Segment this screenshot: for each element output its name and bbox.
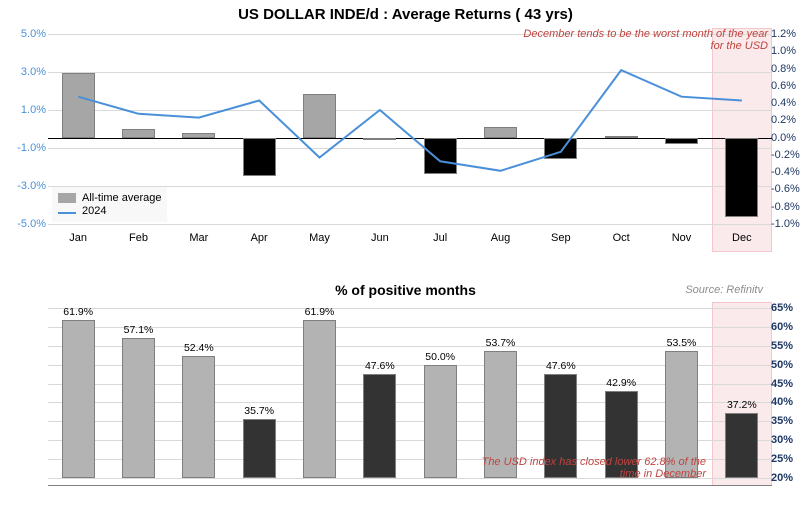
legend-item: 2024 [58,205,161,217]
y-right-tick: 0.8% [771,63,805,75]
bar-value-label: 61.9% [305,306,335,318]
annotation-1: December tends to be the worst month of … [508,28,768,52]
bar-value-label: 52.4% [184,342,214,354]
positive-month-bar [62,320,95,478]
y2-right-tick: 50% [771,359,805,371]
positive-month-bar [725,413,758,478]
y2-right-tick: 55% [771,340,805,352]
y-right-tick: -1.0% [771,218,805,230]
gridline [48,346,772,347]
positive-month-bar [363,374,396,478]
month-label: Oct [613,232,630,244]
y-left-tick: 1.0% [8,104,46,116]
y2-right-tick: 60% [771,321,805,333]
positive-month-bar [424,365,457,478]
bar-value-label: 47.6% [365,360,395,372]
month-label: Sep [551,232,571,244]
y2-right-tick: 45% [771,378,805,390]
y-left-tick: 3.0% [8,66,46,78]
gridline [48,440,772,441]
avg-returns-chart: All-time average2024 December tends to b… [48,28,772,252]
legend-item: All-time average [58,192,161,204]
month-label: Aug [491,232,511,244]
month-label: Dec [732,232,752,244]
positive-month-bar [122,338,155,478]
source-label: Source: Refinitv [685,284,763,296]
month-label: Nov [672,232,692,244]
gridline [48,365,772,366]
y-right-tick: 0.0% [771,132,805,144]
bar-value-label: 50.0% [425,351,455,363]
gridline [48,327,772,328]
bar-value-label: 42.9% [606,377,636,389]
annotation-2: The USD index has closed lower 62.8% of … [466,456,706,480]
y2-right-tick: 25% [771,453,805,465]
y-left-tick: -1.0% [8,142,46,154]
month-label: Feb [129,232,148,244]
chart2-baseline [48,485,772,486]
y-right-tick: 1.2% [771,28,805,40]
month-label: Jul [433,232,447,244]
positive-month-bar [182,356,215,478]
y-right-tick: 0.6% [771,80,805,92]
legend-swatch [58,193,76,203]
positive-month-bar [303,320,336,478]
gridline [48,402,772,403]
chart-title: US DOLLAR INDE/d : Average Returns ( 43 … [0,6,811,23]
positive-month-bar [243,419,276,478]
legend: All-time average2024 [52,187,167,222]
y-left-tick: -3.0% [8,180,46,192]
bar-value-label: 37.2% [727,399,757,411]
y-right-tick: -0.6% [771,183,805,195]
positive-months-chart: 61.9% 57.1% 52.4% 35.7% 61.9% 47.6% 50.0% 53.7%… [48,302,772,486]
y-left-tick: -5.0% [8,218,46,230]
month-label: Mar [189,232,208,244]
y2-right-tick: 30% [771,434,805,446]
gridline [48,308,772,309]
y-right-tick: -0.4% [771,166,805,178]
bar-value-label: 61.9% [63,306,93,318]
y-right-tick: -0.8% [771,201,805,213]
month-label: Apr [251,232,268,244]
legend-swatch [58,212,76,214]
legend-label: All-time average [82,192,161,204]
y-right-tick: 0.4% [771,97,805,109]
y2-right-tick: 20% [771,472,805,484]
y2-right-tick: 65% [771,302,805,314]
bar-value-label: 35.7% [244,405,274,417]
legend-label: 2024 [82,205,106,217]
y-right-tick: 1.0% [771,45,805,57]
month-label: Jun [371,232,389,244]
bar-value-label: 53.5% [667,337,697,349]
gridline [48,421,772,422]
bar-value-label: 47.6% [546,360,576,372]
y-left-tick: 5.0% [8,28,46,40]
month-label: Jan [69,232,87,244]
y-right-tick: -0.2% [771,149,805,161]
gridline [48,384,772,385]
bar-value-label: 53.7% [486,337,516,349]
y2-right-tick: 40% [771,396,805,408]
bar-value-label: 57.1% [124,324,154,336]
y-right-tick: 0.2% [771,114,805,126]
month-label: May [309,232,330,244]
y2-right-tick: 35% [771,415,805,427]
